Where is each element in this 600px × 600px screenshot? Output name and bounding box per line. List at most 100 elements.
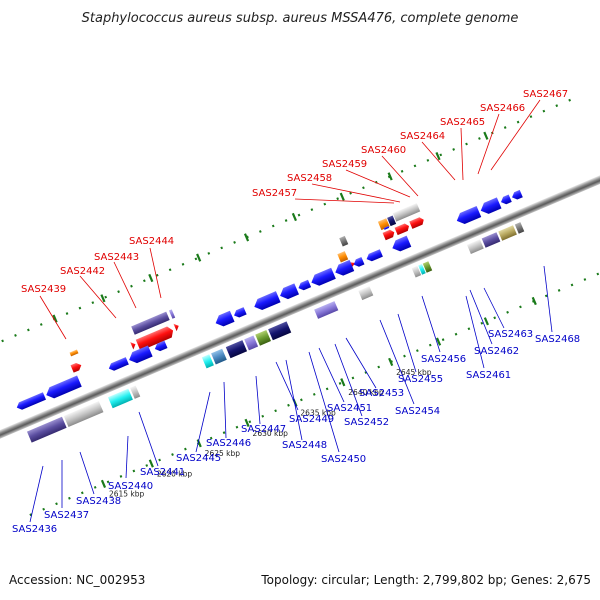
- gene-label-sas2462[interactable]: SAS2462: [474, 346, 519, 357]
- gene-label-sas2444[interactable]: SAS2444: [129, 236, 174, 247]
- gene-sas2465-arrow[interactable]: [382, 229, 396, 241]
- gene-track: 2615 kbp 2620 kbp 2625 kbp 2630 kbp 2635…: [0, 98, 600, 517]
- gene-sas2437[interactable]: [26, 416, 67, 443]
- kbp-label: 2625 kbp: [205, 449, 241, 458]
- gene-sas2462[interactable]: [418, 263, 426, 275]
- gene-label-sas2455[interactable]: SAS2455: [398, 374, 443, 385]
- gene-label-sas2457[interactable]: SAS2457: [252, 188, 297, 199]
- gene-rev-o[interactable]: [390, 235, 412, 254]
- gene-label-sas2450[interactable]: SAS2450: [321, 454, 366, 465]
- gene-rev-h[interactable]: [252, 291, 281, 312]
- gene-sas2465[interactable]: [387, 215, 397, 227]
- gene-sas2449[interactable]: [255, 329, 271, 346]
- inner-genes: [26, 222, 525, 443]
- gene-label-sas2449[interactable]: SAS2449: [289, 414, 334, 425]
- gene-sas2468[interactable]: [498, 225, 517, 241]
- gene-rev-e[interactable]: [153, 340, 168, 353]
- gene-rev-q[interactable]: [478, 197, 502, 216]
- gene-sas2457[interactable]: [337, 251, 349, 263]
- kbp-label: 2615 kbp: [109, 490, 145, 499]
- gene-sas2466[interactable]: [394, 222, 411, 236]
- reverse-genes-upper: [15, 189, 523, 411]
- gene-label-sas2446[interactable]: SAS2446: [206, 438, 251, 449]
- gene-sas2467[interactable]: [392, 203, 421, 222]
- kbp-label: 2640 kbp: [348, 388, 384, 397]
- gene-sas2444[interactable]: [168, 309, 176, 319]
- gene-label-sas2441[interactable]: SAS2441: [140, 467, 185, 478]
- gene-sas2455[interactable]: [358, 286, 374, 301]
- gene-rev-a[interactable]: [15, 392, 46, 411]
- gene-label-sas2452[interactable]: SAS2452: [344, 417, 389, 428]
- gene-sas2453[interactable]: [314, 301, 339, 319]
- gene-rev-g[interactable]: [232, 307, 247, 319]
- gene-label-sas2463[interactable]: SAS2463: [488, 329, 533, 340]
- gene-label-sas2466[interactable]: SAS2466: [480, 103, 525, 114]
- gene-sas2441[interactable]: [130, 385, 141, 399]
- gene-sas2442-small[interactable]: [130, 341, 137, 350]
- gene-sas2443[interactable]: [131, 311, 170, 335]
- gene-rev-f[interactable]: [213, 310, 235, 329]
- gene-label-sas2442[interactable]: SAS2442: [60, 266, 105, 277]
- gene-rev-l[interactable]: [333, 259, 355, 278]
- gene-label-sas2467[interactable]: SAS2467: [523, 89, 568, 100]
- gene-rev-c[interactable]: [107, 357, 129, 372]
- gene-sas2460[interactable]: [339, 235, 349, 247]
- gene-label-sas2468[interactable]: SAS2468: [535, 334, 580, 345]
- gene-sas2445[interactable]: [201, 354, 214, 369]
- gene-label-sas2460[interactable]: SAS2460: [361, 145, 406, 156]
- reverse-gene-labels: SAS2436 SAS2437 SAS2438 SAS2440 SAS2441 …: [12, 329, 580, 535]
- kbp-label: 2620 kbp: [157, 469, 193, 478]
- gene-purple-right[interactable]: [481, 232, 501, 248]
- gene-sas2463[interactable]: [422, 261, 433, 273]
- gene-sas2447[interactable]: [225, 340, 248, 359]
- gene-rev-b[interactable]: [44, 375, 82, 401]
- gene-rev-j[interactable]: [297, 279, 312, 292]
- gene-rev-d[interactable]: [127, 345, 153, 365]
- gene-rev-r[interactable]: [499, 194, 512, 206]
- gene-rev-p[interactable]: [454, 205, 482, 226]
- gene-dgray-right[interactable]: [514, 222, 525, 234]
- kbp-label: 2645 kbp: [396, 368, 432, 377]
- forward-gene-labels: SAS2439 SAS2442 SAS2443 SAS2444 SAS2457 …: [21, 89, 568, 295]
- gene-label-sas2438[interactable]: SAS2438: [76, 496, 121, 507]
- gene-grey-right[interactable]: [466, 239, 484, 255]
- gene-label-sas2440[interactable]: SAS2440: [108, 481, 153, 492]
- gene-label-sas2436[interactable]: SAS2436: [12, 524, 57, 535]
- gene-label-sas2439[interactable]: SAS2439: [21, 284, 66, 295]
- gene-rev-n[interactable]: [365, 249, 383, 263]
- gene-rev-m[interactable]: [352, 257, 365, 268]
- gene-sas2442[interactable]: [135, 325, 176, 351]
- kbp-label: 2630 kbp: [253, 429, 289, 438]
- gene-label-sas2448[interactable]: SAS2448: [282, 440, 327, 451]
- gene-sas2439-arrow[interactable]: [70, 361, 83, 373]
- gene-sas2461[interactable]: [411, 265, 422, 278]
- gene-sas2448[interactable]: [244, 335, 259, 351]
- gene-sas2440[interactable]: [107, 388, 133, 409]
- gene-label-sas2464[interactable]: SAS2464: [400, 131, 445, 142]
- forward-genes: [69, 203, 425, 373]
- gene-sas2446[interactable]: [211, 348, 227, 365]
- gene-label-sas2465[interactable]: SAS2465: [440, 117, 485, 128]
- gene-label-sas2443[interactable]: SAS2443: [94, 252, 139, 263]
- gene-label-sas2461[interactable]: SAS2461: [466, 370, 511, 381]
- gene-label-sas2459[interactable]: SAS2459: [322, 159, 367, 170]
- gene-rev-s[interactable]: [510, 189, 523, 201]
- gene-label-sas2445[interactable]: SAS2445: [176, 453, 221, 464]
- gene-label-sas2451[interactable]: SAS2451: [327, 403, 372, 414]
- gene-label-sas2447[interactable]: SAS2447: [241, 424, 286, 435]
- gene-label-sas2458[interactable]: SAS2458: [287, 173, 332, 184]
- gene-rev-i[interactable]: [278, 283, 299, 301]
- gene-label-sas2437[interactable]: SAS2437: [44, 510, 89, 521]
- gene-label-sas2453[interactable]: SAS2453: [359, 388, 404, 399]
- gene-sas2439[interactable]: [69, 349, 79, 357]
- leader-lines: [29, 99, 553, 523]
- gene-sas2450[interactable]: [268, 321, 292, 341]
- gene-small-blue[interactable]: [383, 226, 390, 230]
- gene-sas2467-arrow[interactable]: [409, 216, 425, 229]
- gene-label-sas2456[interactable]: SAS2456: [421, 354, 466, 365]
- gene-sas2438[interactable]: [63, 401, 104, 428]
- gene-rev-k[interactable]: [309, 267, 336, 288]
- gene-label-sas2454[interactable]: SAS2454: [395, 406, 440, 417]
- gene-sas2444-small[interactable]: [173, 322, 180, 332]
